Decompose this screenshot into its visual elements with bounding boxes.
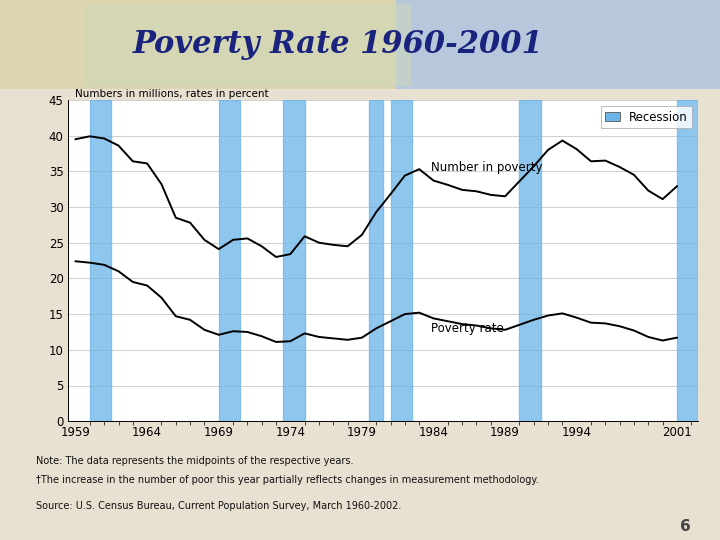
- Bar: [90, 100, 112, 421]
- Bar: [369, 100, 383, 421]
- Bar: [86, 4, 410, 85]
- Text: Note: The data represents the midpoints of the respective years.: Note: The data represents the midpoints …: [36, 456, 354, 467]
- Text: Poverty Rate 1960-2001: Poverty Rate 1960-2001: [133, 29, 544, 60]
- Bar: [396, 0, 720, 89]
- Text: Source: U.S. Census Bureau, Current Population Survey, March 1960-2002.: Source: U.S. Census Bureau, Current Popu…: [36, 501, 401, 511]
- Bar: [677, 100, 698, 421]
- Bar: [390, 100, 412, 421]
- Text: Poverty rate: Poverty rate: [431, 322, 503, 335]
- Bar: [219, 100, 240, 421]
- Text: Numbers in millions, rates in percent: Numbers in millions, rates in percent: [75, 89, 269, 99]
- Bar: [0, 0, 396, 89]
- Legend: Recession: Recession: [600, 106, 693, 128]
- Bar: [519, 100, 541, 421]
- Text: †The increase in the number of poor this year partially reflects changes in meas: †The increase in the number of poor this…: [36, 475, 539, 485]
- Bar: [283, 100, 305, 421]
- Text: Number in poverty: Number in poverty: [431, 161, 542, 174]
- Text: 6: 6: [680, 518, 691, 534]
